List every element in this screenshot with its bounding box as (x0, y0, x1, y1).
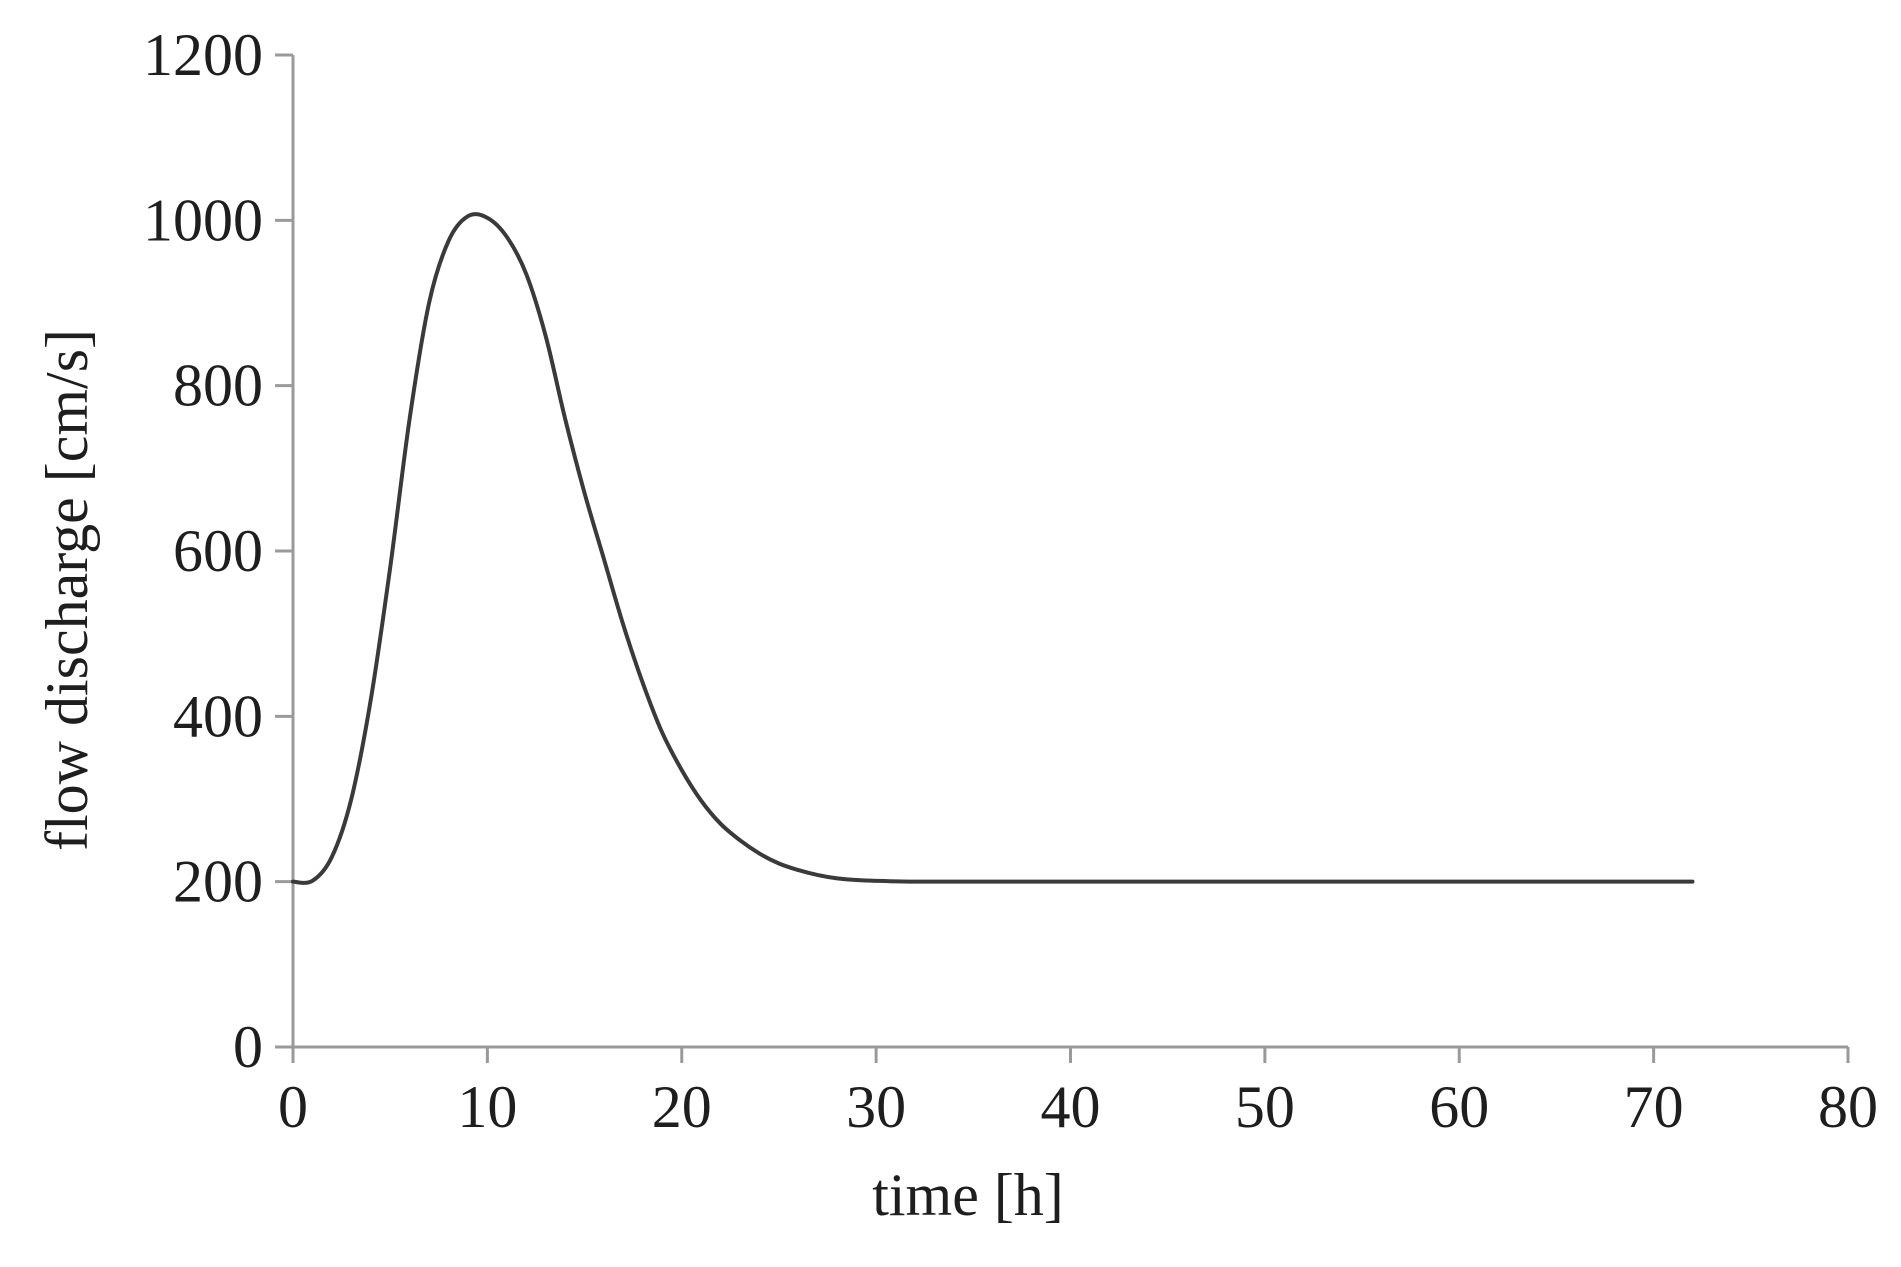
x-tick-label: 20 (652, 1074, 712, 1140)
x-tick-label: 40 (1041, 1074, 1101, 1140)
y-tick-label: 400 (173, 683, 263, 749)
x-tick-label: 50 (1235, 1074, 1295, 1140)
y-tick-label: 1000 (143, 187, 263, 253)
x-tick-label: 30 (846, 1074, 906, 1140)
y-tick-label: 600 (173, 518, 263, 584)
x-tick-label: 10 (457, 1074, 517, 1140)
x-axis-title: time [h] (872, 1162, 1064, 1228)
y-tick-label: 800 (173, 353, 263, 419)
series-layer (291, 212, 1695, 885)
y-tick-label: 200 (173, 849, 263, 915)
series-line (291, 212, 1695, 885)
x-tick-label: 0 (278, 1074, 308, 1140)
x-ticks: 0 10 20 30 40 50 60 70 80 (278, 1047, 1878, 1140)
plot-area: 0 10 20 30 40 50 60 70 80 0 200 400 600 800 1000 1200 (143, 22, 1878, 1140)
x-tick-label: 70 (1624, 1074, 1684, 1140)
x-tick-label: 80 (1818, 1074, 1878, 1140)
y-tick-label: 1200 (143, 22, 263, 88)
y-ticks: 0 200 400 600 800 1000 1200 (143, 22, 293, 1080)
x-tick-label: 60 (1429, 1074, 1489, 1140)
y-axis-title: flow discharge [cm/s] (34, 329, 100, 851)
y-tick-label: 0 (233, 1014, 263, 1080)
